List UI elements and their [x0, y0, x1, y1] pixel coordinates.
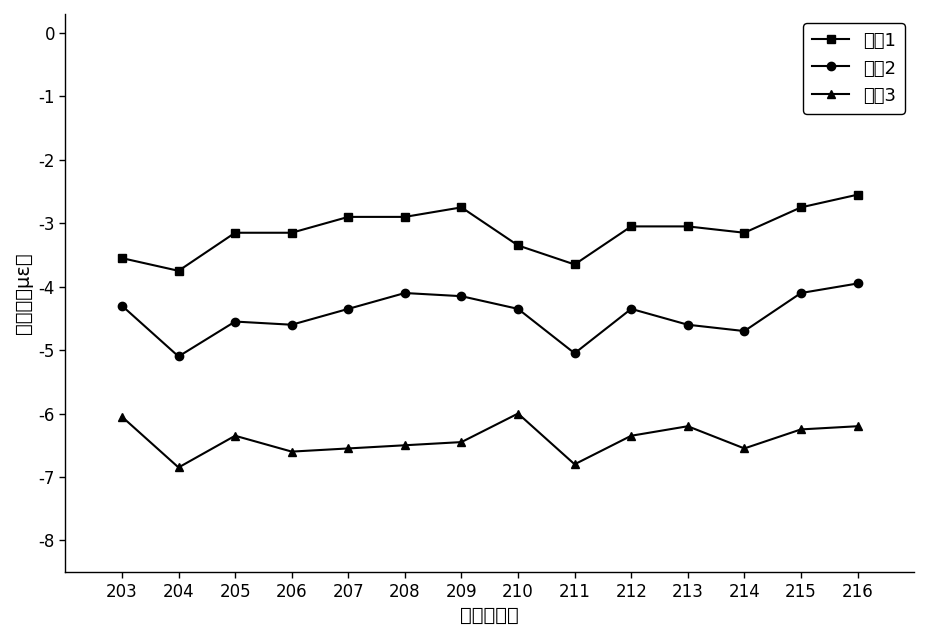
工况2: [681, 321, 692, 328]
工况2: [851, 280, 862, 288]
Line: 工况2: 工况2: [118, 279, 861, 360]
工况1: [794, 204, 806, 212]
工况1: [399, 213, 410, 220]
工况2: [625, 305, 636, 312]
工况3: [229, 432, 240, 440]
工况2: [116, 302, 127, 309]
工况2: [455, 293, 466, 300]
工况3: [512, 410, 523, 417]
工况1: [512, 242, 523, 249]
工况1: [738, 229, 749, 236]
工况2: [172, 353, 184, 360]
工况2: [794, 289, 806, 297]
Y-axis label: 微应变（με）: 微应变（με）: [14, 252, 32, 334]
工况3: [399, 442, 410, 449]
工况2: [399, 289, 410, 297]
工况1: [851, 191, 862, 199]
工况1: [681, 222, 692, 230]
工况1: [342, 213, 353, 220]
工况2: [568, 350, 579, 357]
工况3: [738, 445, 749, 452]
工况3: [286, 448, 297, 456]
Legend: 工况1, 工况2, 工况3: 工况1, 工况2, 工况3: [803, 23, 904, 114]
工况3: [342, 445, 353, 452]
工况2: [286, 321, 297, 328]
工况3: [681, 422, 692, 430]
工况1: [568, 261, 579, 268]
工况3: [116, 413, 127, 420]
工况2: [229, 318, 240, 325]
工况1: [116, 254, 127, 262]
工况1: [625, 222, 636, 230]
工况3: [455, 438, 466, 446]
工况1: [455, 204, 466, 212]
Line: 工况1: 工况1: [118, 190, 861, 275]
工况3: [172, 464, 184, 472]
Line: 工况3: 工况3: [118, 410, 861, 472]
工况1: [286, 229, 297, 236]
工况2: [342, 305, 353, 312]
工况3: [625, 432, 636, 440]
工况2: [512, 305, 523, 312]
工况3: [794, 426, 806, 433]
工况1: [172, 267, 184, 275]
工况3: [851, 422, 862, 430]
工况2: [738, 327, 749, 335]
工况1: [229, 229, 240, 236]
X-axis label: 应变计编号: 应变计编号: [460, 606, 518, 625]
工况3: [568, 461, 579, 468]
